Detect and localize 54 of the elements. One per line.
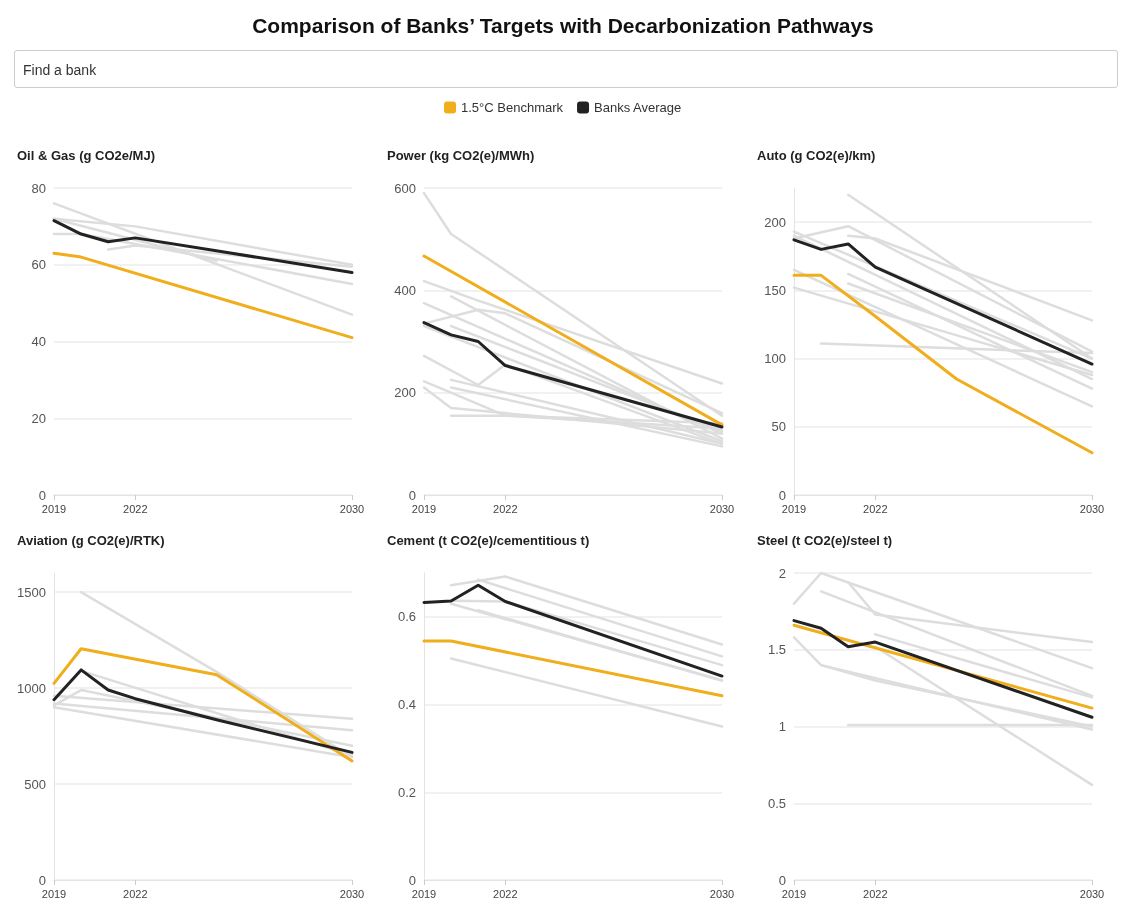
chart-title: Steel (t CO2(e)/steel t)	[757, 533, 893, 548]
y-tick-label: 100	[764, 351, 786, 367]
y-tick-label: 60	[31, 257, 46, 273]
x-tick-label: 2030	[339, 887, 365, 900]
y-tick-label: 0	[778, 872, 786, 888]
text: Comparison of Banks’ Targets with Decarbonization Pathways	[251, 13, 875, 39]
y-tick-label: 200	[394, 385, 416, 401]
legend-label: 1.5°C Benchmark	[461, 100, 564, 115]
y-tick-label: 20	[31, 410, 46, 426]
chart-title: Power (kg CO2(e)/MWh)	[387, 148, 535, 163]
y-tick-label: 500	[24, 776, 46, 792]
y-tick-label: 2	[778, 565, 786, 581]
x-tick-label: 2022	[863, 887, 888, 900]
y-tick-label: 1.5	[767, 642, 786, 658]
x-tick-label: 2019	[41, 502, 67, 515]
x-tick-label: 2030	[1079, 887, 1105, 900]
y-tick-label: 150	[764, 282, 786, 298]
legend-label: Banks Average	[594, 100, 682, 115]
x-tick-label: 2019	[41, 887, 67, 900]
chart-title: Cement (t CO2(e)/cementitious t)	[387, 533, 590, 548]
y-tick-label: 0.4	[397, 697, 416, 713]
y-tick-label: 1	[778, 719, 786, 734]
y-tick-label: 0.5	[767, 795, 786, 811]
chart-title: Auto (g CO2(e)/km)	[757, 148, 876, 163]
x-tick-label: 2019	[781, 502, 807, 515]
x-tick-label: 2030	[339, 502, 365, 515]
y-tick-label: 50	[771, 419, 786, 435]
y-tick-label: 0	[408, 487, 416, 503]
y-tick-label: 0	[38, 487, 46, 503]
y-tick-label: 600	[394, 180, 416, 196]
x-tick-label: 2030	[1079, 502, 1105, 515]
y-tick-label: 40	[31, 334, 46, 349]
chart-title: Aviation (g CO2(e)/RTK)	[17, 533, 165, 548]
y-tick-label: 200	[764, 214, 786, 230]
x-tick-label: 2019	[781, 887, 807, 900]
x-tick-label: 2019	[411, 887, 437, 900]
y-tick-label: 1500	[17, 584, 46, 600]
x-tick-label: 2030	[709, 502, 735, 515]
y-tick-label: 0	[778, 487, 786, 503]
y-tick-label: 0	[38, 872, 46, 888]
x-tick-label: 2022	[123, 887, 148, 900]
x-tick-label: 2022	[493, 502, 518, 515]
y-tick-label: 400	[394, 282, 416, 298]
y-tick-label: 0.6	[397, 609, 416, 625]
x-tick-label: 2022	[493, 887, 518, 900]
x-tick-label: 2030	[709, 887, 735, 900]
y-tick-label: 80	[31, 180, 46, 196]
x-tick-label: 2022	[863, 502, 888, 515]
chart-title: Oil & Gas (g CO2e/MJ)	[17, 148, 155, 163]
x-tick-label: 2022	[123, 502, 148, 515]
y-tick-label: 1000	[17, 680, 46, 696]
x-tick-label: 2019	[411, 502, 437, 515]
y-tick-label: 0	[408, 872, 416, 888]
y-tick-label: 0.2	[397, 784, 416, 800]
